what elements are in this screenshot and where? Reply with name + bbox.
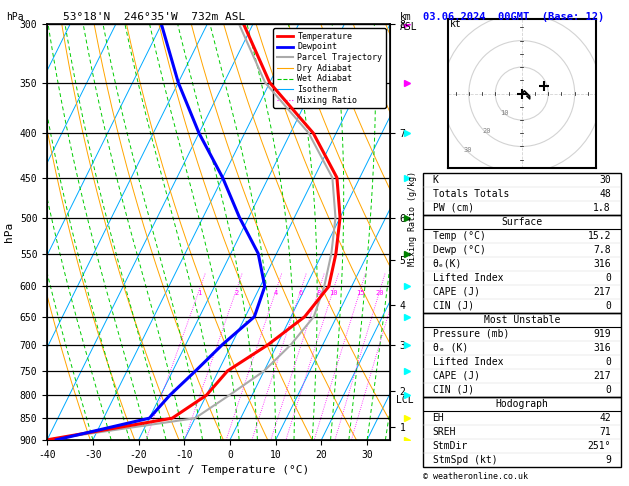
Text: 217: 217 [593,287,611,296]
Text: 4: 4 [274,290,279,295]
Text: © weatheronline.co.uk: © weatheronline.co.uk [423,472,528,481]
Text: 9: 9 [605,454,611,465]
Text: CIN (J): CIN (J) [433,384,474,395]
Text: Hodograph: Hodograph [495,399,548,409]
Text: LCL: LCL [396,395,413,405]
Text: Dewp (°C): Dewp (°C) [433,244,486,255]
Text: Surface: Surface [501,217,542,226]
Text: hPa: hPa [6,12,24,22]
Text: 15.2: 15.2 [587,230,611,241]
Text: 10: 10 [501,110,509,116]
X-axis label: Dewpoint / Temperature (°C): Dewpoint / Temperature (°C) [128,465,309,475]
Text: kt: kt [450,19,462,29]
Text: θₑ(K): θₑ(K) [433,259,462,269]
Text: θₑ (K): θₑ (K) [433,343,468,352]
Text: Totals Totals: Totals Totals [433,189,509,199]
Text: Lifted Index: Lifted Index [433,273,503,282]
Text: 8: 8 [317,290,321,295]
Text: 919: 919 [593,329,611,339]
Text: 251°: 251° [587,440,611,451]
Text: SREH: SREH [433,427,456,436]
Text: 20: 20 [376,290,384,295]
Text: Lifted Index: Lifted Index [433,357,503,366]
Text: 03.06.2024  00GMT  (Base: 12): 03.06.2024 00GMT (Base: 12) [423,12,604,22]
Text: 48: 48 [599,189,611,199]
Text: 15: 15 [356,290,365,295]
Text: 217: 217 [593,370,611,381]
Text: CIN (J): CIN (J) [433,300,474,311]
Text: 316: 316 [593,343,611,352]
Text: Mixing Ratio (g/kg): Mixing Ratio (g/kg) [408,171,416,266]
Text: 20: 20 [482,128,491,134]
Text: 7.8: 7.8 [593,244,611,255]
Text: 42: 42 [599,413,611,422]
Text: K: K [433,174,438,185]
Text: EH: EH [433,413,444,422]
Text: ASL: ASL [400,22,418,32]
Y-axis label: hPa: hPa [4,222,14,242]
Text: 6: 6 [299,290,303,295]
Text: StmSpd (kt): StmSpd (kt) [433,454,497,465]
Text: Most Unstable: Most Unstable [484,314,560,325]
Legend: Temperature, Dewpoint, Parcel Trajectory, Dry Adiabat, Wet Adiabat, Isotherm, Mi: Temperature, Dewpoint, Parcel Trajectory… [274,29,386,108]
Text: 316: 316 [593,259,611,269]
Text: 2: 2 [235,290,238,295]
Text: 0: 0 [605,300,611,311]
Text: Pressure (mb): Pressure (mb) [433,329,509,339]
Text: 1: 1 [198,290,201,295]
Text: 10: 10 [329,290,338,295]
Text: 30: 30 [464,147,472,153]
Text: 53°18'N  246°35'W  732m ASL: 53°18'N 246°35'W 732m ASL [63,12,245,22]
Text: CAPE (J): CAPE (J) [433,287,479,296]
Text: km: km [400,12,412,22]
Text: 0: 0 [605,273,611,282]
Text: 71: 71 [599,427,611,436]
Text: 30: 30 [599,174,611,185]
Text: 1.8: 1.8 [593,203,611,212]
Text: 0: 0 [605,357,611,366]
Text: StmDir: StmDir [433,440,468,451]
Text: 0: 0 [605,384,611,395]
Text: CAPE (J): CAPE (J) [433,370,479,381]
Text: PW (cm): PW (cm) [433,203,474,212]
Text: Temp (°C): Temp (°C) [433,230,486,241]
